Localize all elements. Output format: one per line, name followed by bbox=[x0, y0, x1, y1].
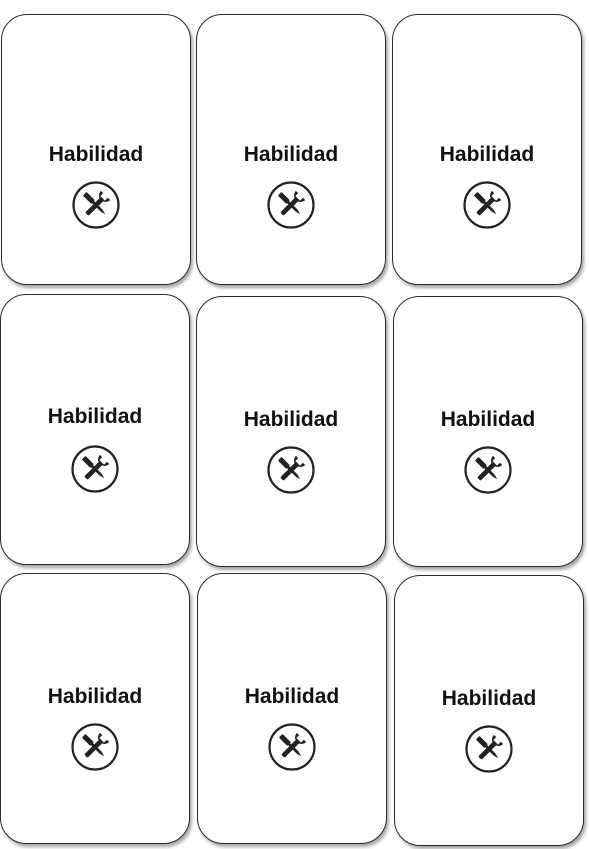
tools-icon bbox=[70, 444, 120, 494]
tools-icon bbox=[266, 445, 316, 495]
tools-icon bbox=[267, 722, 317, 772]
tools-icon bbox=[462, 180, 512, 230]
card-title: Habilidad bbox=[243, 143, 339, 166]
tools-icon bbox=[266, 180, 316, 230]
tools-icon bbox=[463, 445, 513, 495]
card-title: Habilidad bbox=[441, 687, 537, 710]
card-7[interactable]: Habilidad bbox=[0, 573, 190, 844]
card-4[interactable]: Habilidad bbox=[0, 294, 190, 565]
card-title: Habilidad bbox=[48, 143, 144, 166]
tools-icon bbox=[70, 722, 120, 772]
card-5[interactable]: Habilidad bbox=[196, 296, 386, 567]
card-1[interactable]: Habilidad bbox=[1, 14, 191, 285]
card-title: Habilidad bbox=[47, 405, 143, 428]
card-8[interactable]: Habilidad bbox=[197, 573, 387, 844]
card-9[interactable]: Habilidad bbox=[394, 575, 584, 846]
card-title: Habilidad bbox=[243, 408, 339, 431]
card-2[interactable]: Habilidad bbox=[196, 14, 386, 285]
card-title: Habilidad bbox=[440, 408, 536, 431]
tools-icon bbox=[71, 180, 121, 230]
card-title: Habilidad bbox=[244, 685, 340, 708]
tools-icon bbox=[464, 724, 514, 774]
card-6[interactable]: Habilidad bbox=[393, 296, 583, 567]
card-title: Habilidad bbox=[439, 143, 535, 166]
card-title: Habilidad bbox=[47, 685, 143, 708]
card-3[interactable]: Habilidad bbox=[392, 14, 582, 285]
